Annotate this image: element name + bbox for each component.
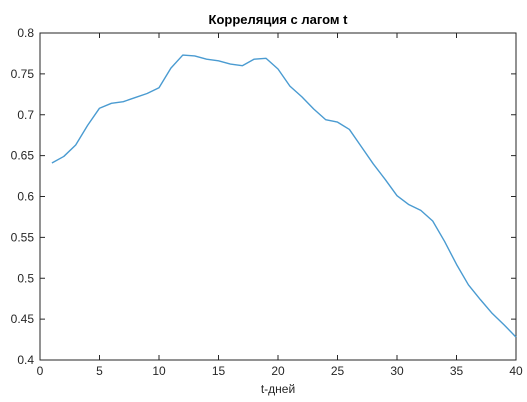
y-tick-label: 0.45: [11, 312, 35, 326]
y-tick-label: 0.7: [17, 108, 34, 122]
chart-title: Корреляция с лагом t: [209, 12, 349, 27]
x-axis-label: t-дней: [261, 382, 295, 396]
axis-ticks: 0 5 10 15 20 25 30 35 40 0.4 0.45 0.5 0.55 0.6 0.65 0.7…: [11, 26, 523, 378]
x-tick-label: 15: [212, 364, 226, 378]
x-tick-label: 40: [509, 364, 523, 378]
y-tick-label: 0.6: [17, 190, 34, 204]
y-tick-label: 0.55: [11, 230, 35, 244]
x-tick-label: 20: [271, 364, 285, 378]
y-tick-label: 0.5: [17, 271, 34, 285]
x-tick-label: 0: [37, 364, 44, 378]
y-tick-label: 0.75: [11, 67, 35, 81]
x-tick-label: 30: [390, 364, 404, 378]
series-layer: [51, 54, 517, 338]
y-tick-label: 0.4: [17, 353, 34, 367]
series-line: [51, 54, 517, 338]
y-tick-label: 0.65: [11, 149, 35, 163]
x-tick-label: 35: [450, 364, 464, 378]
x-tick-label: 25: [331, 364, 345, 378]
y-tick-label: 0.8: [17, 26, 34, 40]
x-tick-label: 10: [152, 364, 166, 378]
plot-area: [39, 32, 517, 361]
x-tick-label: 5: [96, 364, 103, 378]
